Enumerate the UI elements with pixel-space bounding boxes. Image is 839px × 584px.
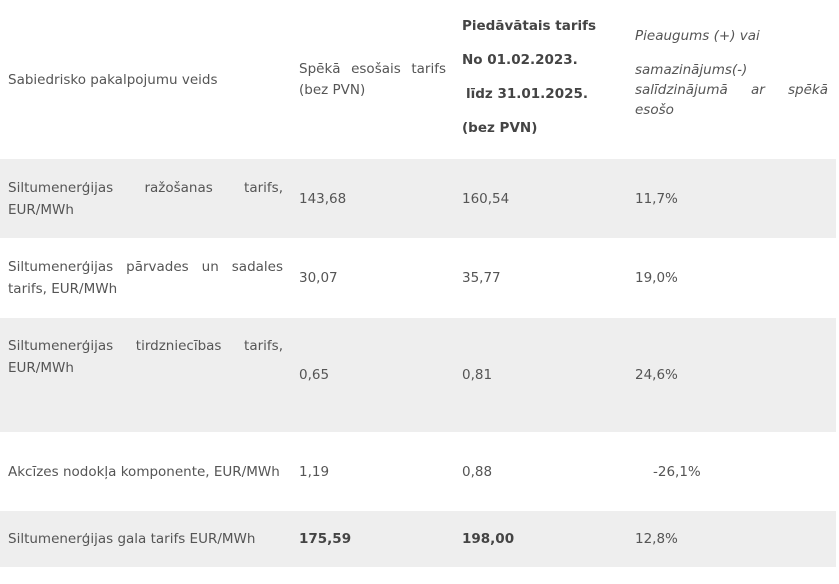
table-row: Siltumenerģijas ražošanas tarifs, EUR/MW… <box>0 159 836 238</box>
row-label: Siltumenerģijas tirdzniecības tarifs, EU… <box>0 318 291 432</box>
table-row: Siltumenerģijas gala tarifs EUR/MWh 175,… <box>0 511 836 567</box>
header-service-type: Sabiedrisko pakalpojumu veids <box>8 71 218 88</box>
row-change-value: 19,0% <box>635 270 678 286</box>
table-row: Siltumenerģijas pārvades un sadales tari… <box>0 238 836 318</box>
row-proposed-value: 35,77 <box>462 270 501 286</box>
header-proposed-line4: (bez PVN) <box>462 119 538 136</box>
row-label: Siltumenerģijas gala tarifs EUR/MWh <box>0 511 291 567</box>
row-change-value: 11,7% <box>627 159 836 238</box>
row-current-value: 0,65 <box>291 318 454 432</box>
row-proposed-value: 0,81 <box>454 318 627 432</box>
row-label: Siltumenerģijas pārvades un sadales tari… <box>8 259 283 297</box>
header-change-line1: Pieaugums (+) vai <box>635 27 760 44</box>
row-change-value: 24,6% <box>627 318 836 432</box>
row-proposed-value: 198,00 <box>454 511 627 567</box>
row-current-value: 175,59 <box>291 511 454 567</box>
tariff-table: Sabiedrisko pakalpojumu veids Spēkā esoš… <box>0 0 836 567</box>
row-change-value: 12,8% <box>627 511 836 567</box>
row-proposed-value: 160,54 <box>454 159 627 238</box>
row-label: Akcīzes nodokļa komponente, EUR/MWh <box>8 463 280 480</box>
row-current-value: 143,68 <box>291 159 454 238</box>
header-proposed-line1: Piedāvātais tarifs <box>462 17 597 34</box>
row-change-value: -26,1% <box>653 463 701 480</box>
header-change: Pieaugums (+) vai samazinājums(-) salīdz… <box>627 0 836 159</box>
table-header-row: Sabiedrisko pakalpojumu veids Spēkā esoš… <box>0 0 836 159</box>
header-change-line3: salīdzinājumā ar spēkā <box>635 81 828 98</box>
header-change-line4: esošo <box>635 101 674 118</box>
row-proposed-value: 0,88 <box>462 463 493 480</box>
row-label: Siltumenerģijas ražošanas tarifs, EUR/MW… <box>0 159 291 238</box>
header-current-tariff: Spēkā esošais tarifs (bez PVN) <box>299 60 446 98</box>
table-row: Siltumenerģijas tirdzniecības tarifs, EU… <box>0 318 836 432</box>
header-proposed-line2: No 01.02.2023. <box>462 51 578 68</box>
table-row: Akcīzes nodokļa komponente, EUR/MWh 1,19… <box>0 432 836 511</box>
row-current-value: 30,07 <box>299 270 338 286</box>
header-change-line2: samazinājums(-) <box>635 61 748 78</box>
header-proposed-line3: līdz 31.01.2025. <box>466 85 589 102</box>
row-current-value: 1,19 <box>299 463 330 480</box>
header-proposed-tariff: Piedāvātais tarifs No 01.02.2023. līdz 3… <box>454 0 627 159</box>
